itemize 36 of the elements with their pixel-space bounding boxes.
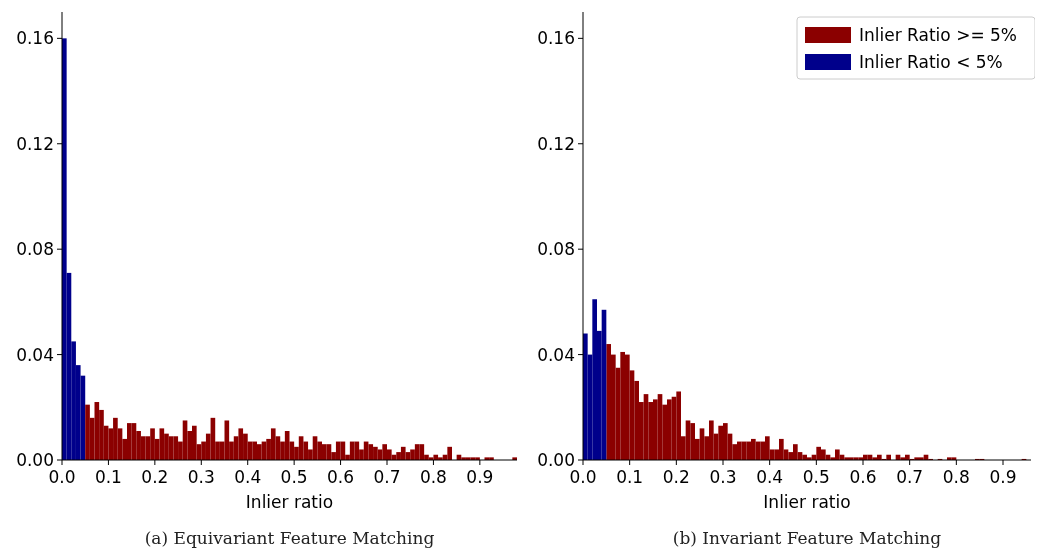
y-tick-label: 0.12 (16, 133, 54, 154)
x-tick-label: 0.8 (942, 467, 970, 487)
x-tick-label: 0.8 (419, 467, 447, 487)
x-tick-label: 0.6 (849, 467, 877, 487)
x-tick-label: 0.5 (802, 467, 830, 487)
x-axis-title: Inlier ratio (763, 492, 851, 512)
x-tick-label: 0.9 (466, 467, 494, 487)
y-tick-label: 0.00 (16, 449, 54, 470)
y-tick-label: 0.00 (537, 449, 575, 470)
text: (a) Equivariant Feature Matching (144, 528, 435, 548)
x-tick-label: 0.0 (569, 467, 597, 487)
x-axis-title: Inlier ratio (245, 492, 334, 512)
x-tick-label: 0.3 (187, 467, 215, 487)
x-tick-label: 0.9 (989, 467, 1017, 487)
x-tick-label: 0.4 (756, 467, 784, 487)
y-tick-label: 0.16 (16, 28, 54, 49)
x-tick-label: 0.2 (662, 467, 690, 487)
y-tick-label: 0.16 (537, 28, 575, 49)
text: (b) Invariant Feature Matching (672, 528, 942, 548)
x-tick-label: 0.6 (327, 467, 355, 487)
x-tick-label: 0.4 (234, 467, 262, 487)
x-tick-label: 0.5 (280, 467, 308, 487)
x-tick-label: 0.0 (48, 467, 76, 487)
x-tick-label: 0.1 (94, 467, 122, 487)
y-tick-label: 0.04 (16, 344, 54, 365)
x-tick-label: 0.3 (709, 467, 737, 487)
y-tick-label: 0.08 (537, 239, 575, 260)
y-tick-label: 0.08 (16, 239, 54, 260)
y-tick-label: 0.12 (537, 133, 575, 154)
y-tick-label: 0.04 (537, 344, 575, 365)
x-tick-label: 0.2 (141, 467, 169, 487)
legend-label: Inlier Ratio >= 5% (859, 24, 1017, 45)
x-tick-label: 0.7 (896, 467, 924, 487)
legend-label: Inlier Ratio < 5% (859, 51, 1003, 72)
x-tick-label: 0.7 (373, 467, 401, 487)
x-tick-label: 0.1 (616, 467, 644, 487)
